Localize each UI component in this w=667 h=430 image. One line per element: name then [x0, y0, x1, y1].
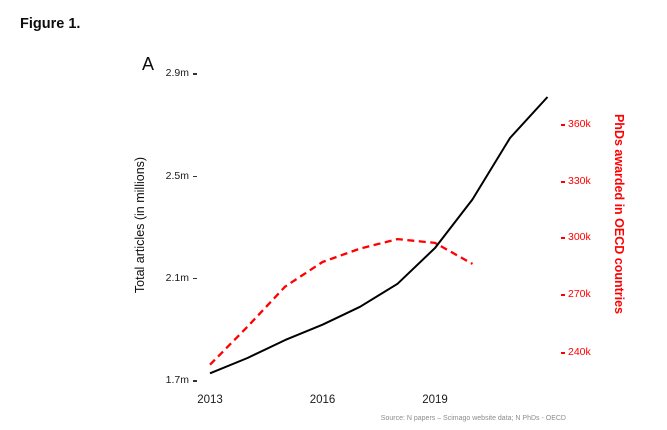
articles-solid-line: [209, 96, 549, 375]
right-tick-300k: 300k: [568, 231, 591, 244]
left-tick-mark: [193, 73, 197, 75]
left-tick-mark: [193, 277, 197, 280]
right-tick-270k: 270k: [568, 288, 591, 300]
x-tick-2019: 2019: [422, 394, 448, 406]
left-tick-2.9m: 2.9m: [165, 67, 189, 79]
right-tick-mark: [561, 294, 565, 296]
left-tick-2.5m: 2.5m: [165, 169, 189, 182]
source-note: Source: N papers – Scimago website data;…: [380, 415, 566, 422]
right-tick-mark: [561, 181, 565, 183]
left-tick-1.7m: 1.7m: [165, 374, 189, 386]
x-tick-2013: 2013: [197, 394, 223, 406]
right-tick-mark: [561, 237, 565, 239]
right-tick-mark: [561, 124, 565, 126]
right-tick-mark: [561, 352, 565, 354]
right-tick-240k: 240k: [568, 346, 591, 359]
panel-a-label: A: [142, 54, 155, 74]
figure-label: Figure 1.: [20, 16, 81, 32]
left-tick-mark: [193, 175, 197, 178]
x-tick-2016: 2016: [309, 394, 336, 406]
phds-dashed-line: [209, 237, 474, 366]
left-tick-2.1m: 2.1m: [165, 271, 189, 284]
right-tick-330k: 330k: [568, 175, 591, 187]
right-tick-360k: 360k: [568, 118, 591, 130]
left-tick-mark: [193, 380, 197, 382]
